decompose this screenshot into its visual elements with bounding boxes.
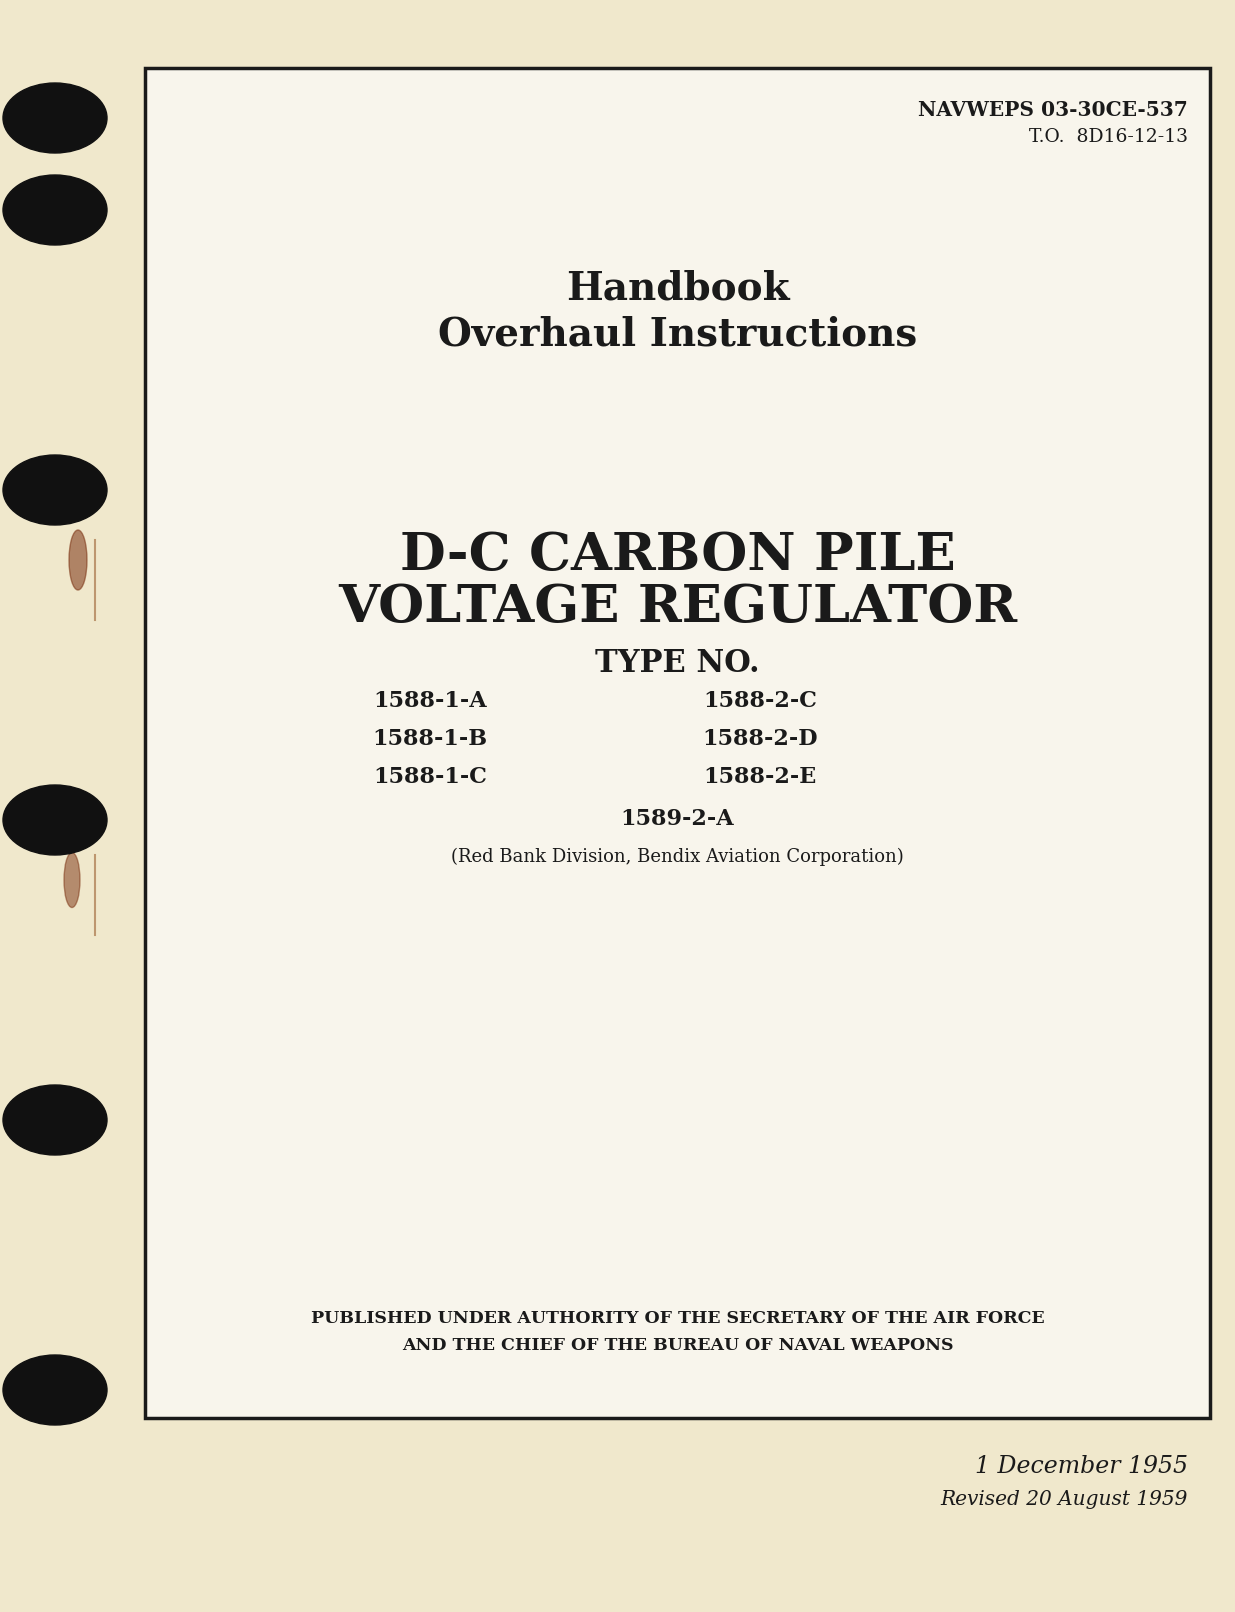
Text: 1588-1-A: 1588-1-A: [373, 690, 487, 713]
Ellipse shape: [2, 82, 107, 153]
Text: TYPE NO.: TYPE NO.: [595, 648, 760, 679]
Text: 1 December 1955: 1 December 1955: [974, 1456, 1188, 1478]
Text: Overhaul Instructions: Overhaul Instructions: [438, 314, 918, 353]
Text: 1588-2-D: 1588-2-D: [703, 729, 818, 750]
Text: 1589-2-A: 1589-2-A: [621, 808, 735, 830]
Text: 1588-2-E: 1588-2-E: [704, 766, 816, 788]
Ellipse shape: [2, 455, 107, 526]
Text: 1588-1-C: 1588-1-C: [373, 766, 487, 788]
Ellipse shape: [69, 530, 86, 590]
Text: VOLTAGE REGULATOR: VOLTAGE REGULATOR: [338, 582, 1018, 634]
Text: 1588-1-B: 1588-1-B: [373, 729, 488, 750]
Ellipse shape: [2, 176, 107, 245]
Text: D-C CARBON PILE: D-C CARBON PILE: [400, 530, 956, 580]
Text: Handbook: Handbook: [566, 269, 789, 308]
Text: (Red Bank Division, Bendix Aviation Corporation): (Red Bank Division, Bendix Aviation Corp…: [451, 848, 904, 866]
Ellipse shape: [2, 785, 107, 854]
Ellipse shape: [64, 853, 80, 908]
Bar: [144, 68, 1210, 1419]
Text: NAVWEPS 03-30CE-537: NAVWEPS 03-30CE-537: [919, 100, 1188, 119]
Text: T.O.  8D16-12-13: T.O. 8D16-12-13: [1029, 127, 1188, 147]
Text: 1588-2-C: 1588-2-C: [703, 690, 816, 713]
Ellipse shape: [2, 1356, 107, 1425]
Ellipse shape: [2, 1085, 107, 1156]
Text: PUBLISHED UNDER AUTHORITY OF THE SECRETARY OF THE AIR FORCE
AND THE CHIEF OF THE: PUBLISHED UNDER AUTHORITY OF THE SECRETA…: [311, 1311, 1045, 1354]
Text: Revised 20 August 1959: Revised 20 August 1959: [941, 1489, 1188, 1509]
